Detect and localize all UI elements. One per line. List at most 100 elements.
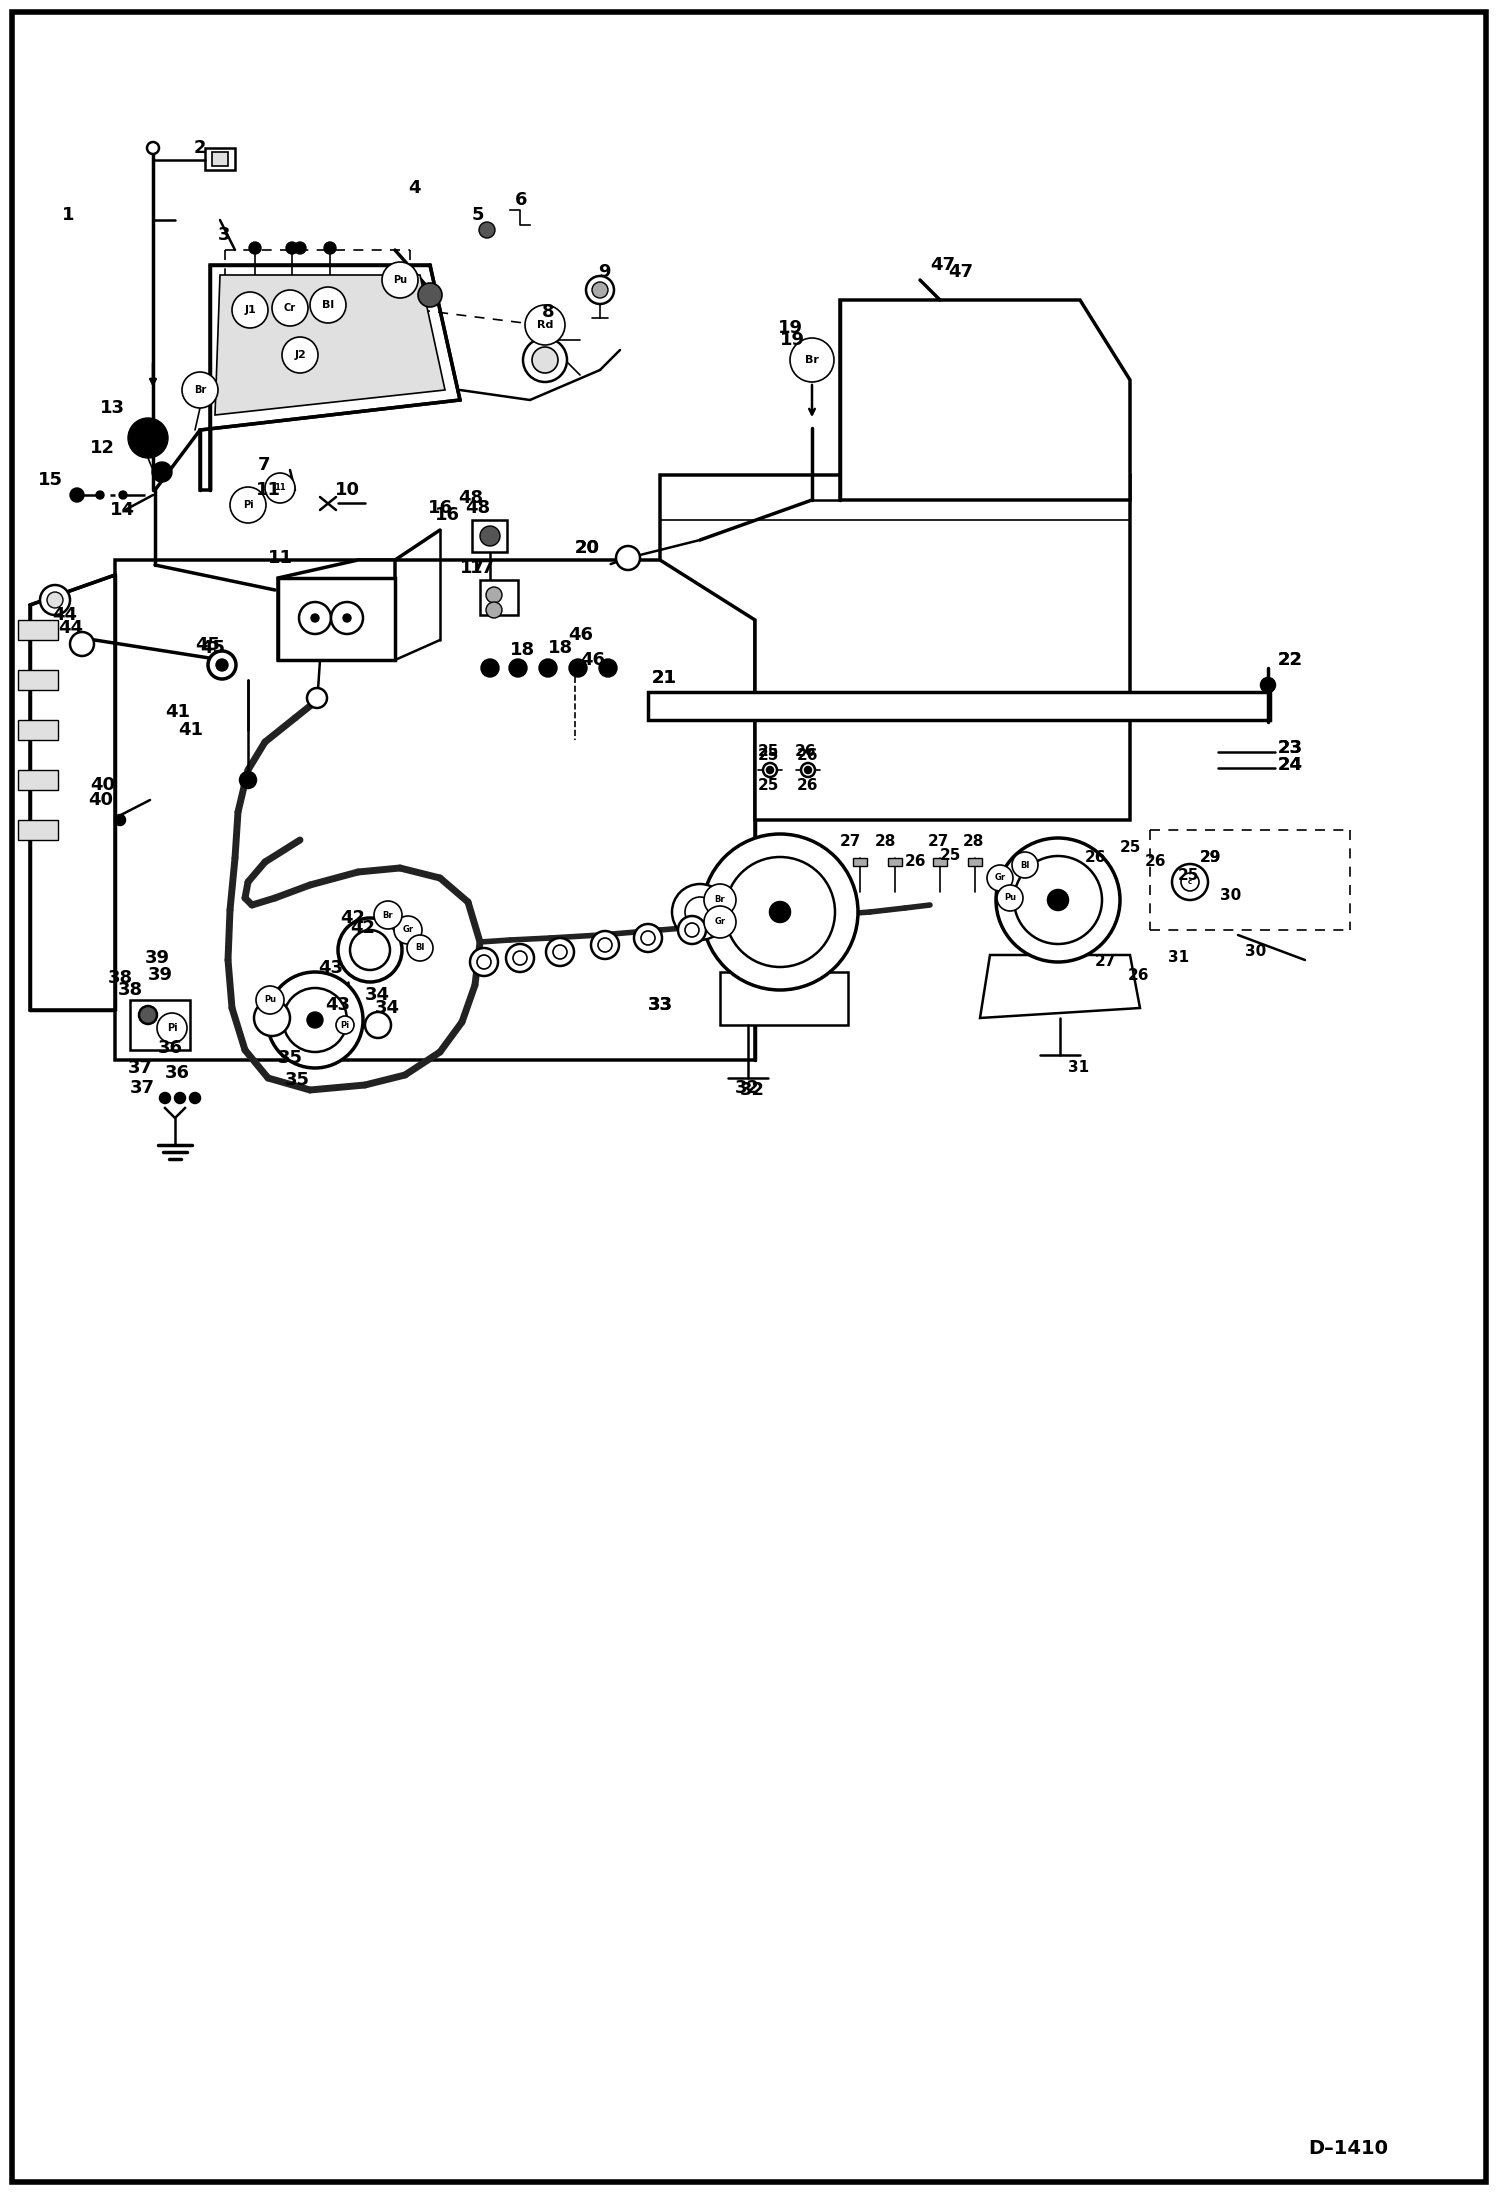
- Text: 18: 18: [509, 641, 535, 658]
- Text: Rd: Rd: [536, 320, 553, 329]
- Circle shape: [96, 491, 103, 498]
- Text: 34: 34: [374, 998, 400, 1018]
- Text: 42: 42: [340, 908, 366, 928]
- Text: 28: 28: [875, 834, 896, 849]
- Polygon shape: [279, 559, 395, 660]
- Circle shape: [685, 897, 715, 928]
- Polygon shape: [980, 954, 1140, 1018]
- Text: 25: 25: [1177, 867, 1200, 882]
- Circle shape: [312, 614, 319, 623]
- Circle shape: [762, 764, 777, 777]
- Polygon shape: [721, 972, 848, 1025]
- Circle shape: [673, 884, 728, 939]
- Circle shape: [265, 474, 295, 502]
- Circle shape: [767, 768, 773, 772]
- Text: 5: 5: [472, 206, 484, 224]
- Text: 44: 44: [52, 606, 76, 623]
- Circle shape: [294, 241, 306, 255]
- Text: 47: 47: [948, 263, 974, 281]
- Text: Pu: Pu: [264, 996, 276, 1005]
- Text: 46: 46: [580, 652, 605, 669]
- Circle shape: [703, 834, 858, 989]
- Text: 14: 14: [109, 500, 135, 520]
- Polygon shape: [661, 474, 1129, 821]
- Polygon shape: [840, 301, 1129, 500]
- Circle shape: [470, 948, 497, 976]
- Circle shape: [232, 292, 268, 327]
- Circle shape: [366, 1011, 391, 1038]
- Circle shape: [374, 902, 401, 928]
- Text: 4: 4: [407, 180, 421, 197]
- Circle shape: [801, 764, 815, 777]
- Circle shape: [333, 1014, 357, 1038]
- Text: Pi: Pi: [166, 1022, 177, 1033]
- Text: 31: 31: [1068, 1060, 1089, 1075]
- Text: 41: 41: [165, 702, 190, 722]
- Text: 47: 47: [930, 257, 956, 274]
- Polygon shape: [115, 559, 755, 1060]
- Text: 26: 26: [797, 748, 818, 764]
- Text: Bl: Bl: [322, 301, 334, 309]
- Circle shape: [553, 946, 568, 959]
- Text: 26: 26: [1085, 851, 1107, 864]
- Bar: [205, 147, 235, 169]
- Circle shape: [476, 954, 491, 970]
- Text: 27: 27: [840, 834, 861, 849]
- Circle shape: [46, 592, 63, 608]
- Circle shape: [685, 924, 700, 937]
- Text: Pu: Pu: [392, 274, 407, 285]
- Circle shape: [331, 601, 363, 634]
- Circle shape: [598, 939, 613, 952]
- Text: 48: 48: [458, 489, 484, 507]
- Text: 43: 43: [318, 959, 343, 976]
- Circle shape: [485, 588, 502, 603]
- Text: 7: 7: [258, 456, 271, 474]
- Text: c: c: [1188, 880, 1192, 884]
- Circle shape: [157, 1014, 187, 1042]
- Circle shape: [307, 1011, 324, 1029]
- Text: Pu: Pu: [1004, 893, 1016, 902]
- Circle shape: [1171, 864, 1207, 900]
- Circle shape: [512, 950, 527, 965]
- Text: 29: 29: [1200, 851, 1221, 864]
- Text: 39: 39: [148, 965, 172, 983]
- Circle shape: [770, 902, 789, 921]
- Bar: [888, 858, 902, 867]
- Circle shape: [1261, 678, 1275, 691]
- Text: 37: 37: [130, 1079, 154, 1097]
- Circle shape: [181, 373, 219, 408]
- Text: 36: 36: [165, 1064, 190, 1082]
- Text: Br: Br: [382, 911, 394, 919]
- Text: Pi: Pi: [243, 500, 253, 509]
- Circle shape: [115, 814, 124, 825]
- Circle shape: [160, 1093, 169, 1104]
- Text: 43: 43: [325, 996, 351, 1014]
- Circle shape: [190, 1093, 201, 1104]
- Circle shape: [324, 241, 336, 255]
- Circle shape: [481, 658, 499, 678]
- Circle shape: [147, 143, 159, 154]
- Text: 20: 20: [575, 540, 601, 557]
- Text: 16: 16: [434, 507, 460, 524]
- Bar: [479, 579, 518, 614]
- Circle shape: [407, 935, 433, 961]
- Text: 11: 11: [268, 548, 294, 566]
- Text: 38: 38: [118, 981, 144, 998]
- Text: D–1410: D–1410: [1308, 2139, 1389, 2157]
- Text: 6: 6: [515, 191, 527, 208]
- Text: 2: 2: [195, 138, 207, 158]
- Text: 17: 17: [470, 559, 494, 577]
- Text: 39: 39: [145, 950, 169, 968]
- Text: J1: J1: [244, 305, 256, 316]
- Circle shape: [479, 222, 494, 237]
- Text: 12: 12: [90, 439, 115, 456]
- Circle shape: [70, 632, 94, 656]
- Text: 23: 23: [1278, 739, 1303, 757]
- Text: 33: 33: [649, 996, 673, 1014]
- Bar: [213, 151, 228, 167]
- Text: Br: Br: [715, 895, 725, 904]
- Text: 48: 48: [464, 498, 490, 518]
- Text: 26: 26: [795, 744, 816, 759]
- Circle shape: [725, 858, 834, 968]
- Circle shape: [70, 487, 84, 502]
